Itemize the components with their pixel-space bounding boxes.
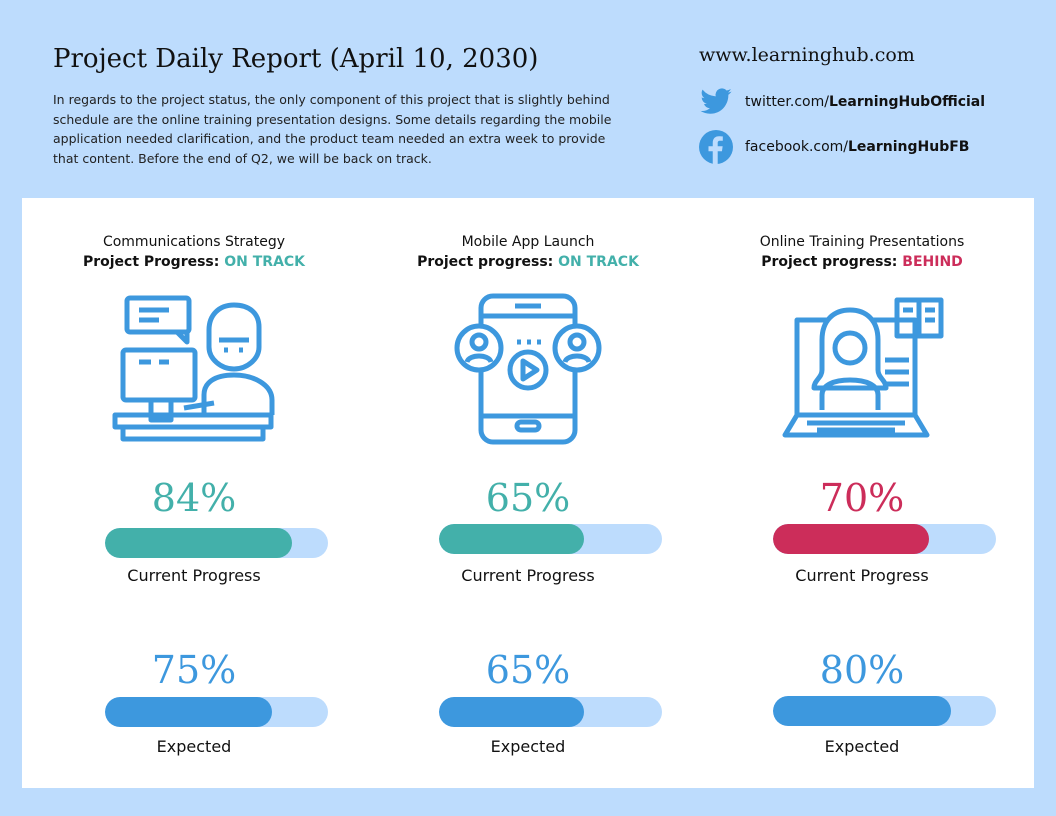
progress-label: Project Progress <box>82 254 214 270</box>
expected-percent: 65% <box>485 648 571 692</box>
expected-label: Expected <box>490 737 566 756</box>
project-name: Online Training Presentations <box>759 234 965 250</box>
current-percent: 84% <box>151 476 237 520</box>
expected-label: Expected <box>824 737 900 756</box>
report-description: In regards to the project status, the on… <box>53 92 612 166</box>
expected-percent: 80% <box>819 648 905 692</box>
current-progress-label: Current Progress <box>795 566 929 585</box>
progress-label: Project progress <box>761 254 892 270</box>
expected-progress-fill <box>773 696 952 726</box>
project-status: Project Progress: ON TRACK <box>82 254 306 270</box>
current-progress-fill <box>105 528 293 558</box>
expected-percent: 75% <box>151 648 237 692</box>
current-progress-bar <box>105 528 328 558</box>
expected-progress-bar <box>773 696 996 726</box>
facebook-link[interactable]: facebook.com/LearningHubFB <box>699 130 969 164</box>
twitter-link[interactable]: twitter.com/LearningHubOfficial <box>699 85 985 119</box>
project-card-mobile-app: Mobile App Launch Project progress: ON T… <box>378 198 678 788</box>
progress-label: Project progress <box>417 254 548 270</box>
project-name: Communications Strategy <box>102 234 286 250</box>
current-progress-bar <box>439 524 662 554</box>
page-title: Project Daily Report (April 10, 2030) <box>53 44 539 74</box>
expected-progress-fill <box>105 697 273 727</box>
expected-label: Expected <box>156 737 232 756</box>
expected-progress-bar <box>105 697 328 727</box>
current-progress-fill <box>439 524 584 554</box>
project-status: Project progress: ON TRACK <box>417 254 639 270</box>
status-badge: ON TRACK <box>224 254 306 270</box>
current-percent: 70% <box>819 476 905 520</box>
expected-progress-bar <box>439 697 662 727</box>
website-link[interactable]: www.learninghub.com <box>699 44 915 66</box>
mobile-video-call-icon <box>454 293 602 445</box>
twitter-icon <box>700 88 732 114</box>
facebook-handle: LearningHubFB <box>848 139 970 155</box>
facebook-prefix: facebook.com/ <box>745 139 849 155</box>
status-badge: BEHIND <box>902 254 963 270</box>
current-progress-label: Current Progress <box>127 566 261 585</box>
project-card-online-training: Online Training Presentations Project pr… <box>712 198 1012 788</box>
project-status: Project progress: BEHIND <box>761 254 963 270</box>
online-teacher-icon <box>782 297 944 438</box>
status-badge: ON TRACK <box>558 254 639 270</box>
current-progress-bar <box>773 524 996 554</box>
twitter-prefix: twitter.com/ <box>745 94 829 110</box>
expected-progress-fill <box>439 697 584 727</box>
person-at-computer-icon <box>112 295 275 442</box>
current-progress-label: Current Progress <box>461 566 595 585</box>
project-name: Mobile App Launch <box>461 234 595 250</box>
project-card-communications: Communications Strategy Project Progress… <box>44 198 344 788</box>
facebook-icon <box>699 130 733 164</box>
twitter-handle: LearningHubOfficial <box>828 94 986 110</box>
current-percent: 65% <box>485 476 571 520</box>
projects-panel: Communications Strategy Project Progress… <box>22 198 1034 788</box>
current-progress-fill <box>773 524 930 554</box>
